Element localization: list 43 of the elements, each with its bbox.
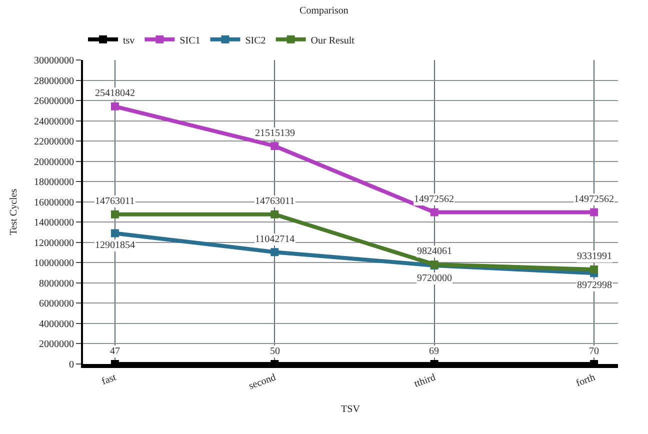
x-axis-title: TSV (341, 404, 361, 416)
data-label: 14763011 (255, 196, 295, 207)
data-label: 14972562 (574, 194, 614, 205)
legend-label: tsv (123, 35, 135, 46)
y-tick-label: 30000000 (34, 56, 74, 66)
y-tick-label: 10000000 (34, 258, 74, 270)
data-label: 50 (270, 346, 280, 357)
y-tick-label: 0 (69, 360, 74, 370)
data-label: 9331991 (577, 251, 612, 262)
y-tick-label: 14000000 (34, 218, 74, 229)
y-tick-label: 16000000 (34, 197, 74, 208)
y-tick-label: 6000000 (39, 298, 74, 310)
x-tick-label: forth (574, 372, 597, 390)
data-label: 70 (589, 346, 599, 357)
x-tick-label: tthird (412, 372, 438, 390)
y-tick-label: 4000000 (39, 318, 74, 330)
legend-label: SIC2 (245, 35, 266, 46)
data-label: 8972998 (577, 280, 612, 291)
y-tick-label: 12000000 (34, 238, 74, 249)
y-tick-label: 26000000 (34, 96, 74, 108)
y-axis-title: Test Cycles (8, 188, 20, 236)
x-tick-label: fast (100, 372, 118, 388)
data-label: 11042714 (255, 234, 295, 245)
data-label: 12901854 (95, 240, 135, 251)
y-tick-label: 8000000 (39, 278, 74, 290)
legend-label: Our Result (310, 35, 355, 46)
y-tick-label: 28000000 (34, 76, 74, 87)
y-tick-label: 24000000 (34, 116, 74, 128)
data-label: 25418042 (95, 88, 135, 99)
data-label: 47 (110, 346, 120, 357)
legend-label: SIC1 (180, 35, 200, 46)
data-label: 69 (429, 346, 439, 357)
y-tick-label: 20000000 (34, 156, 74, 168)
data-label: 21515139 (255, 128, 295, 139)
data-label: 14763011 (95, 196, 135, 207)
y-tick-label: 22000000 (34, 136, 74, 148)
data-label: 14972562 (414, 194, 454, 205)
data-label: 9824061 (417, 246, 452, 257)
y-tick-label: 2000000 (39, 339, 74, 350)
x-tick-label: second (248, 372, 278, 392)
data-label: 9720000 (417, 273, 452, 284)
y-tick-label: 18000000 (34, 177, 74, 188)
chart-title: Comparison (300, 6, 348, 17)
